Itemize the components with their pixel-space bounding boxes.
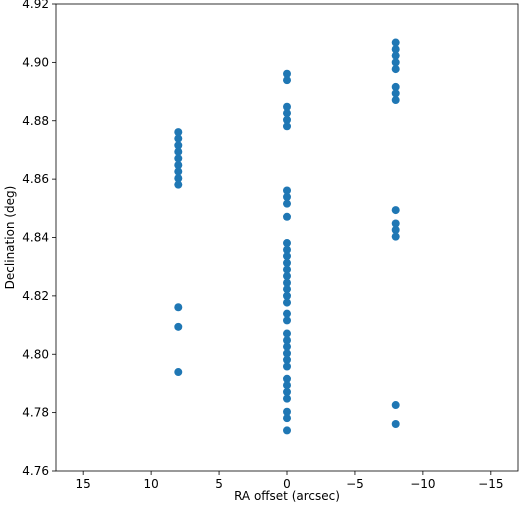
scatter-point — [283, 69, 291, 78]
scatter-point — [174, 134, 183, 143]
y-tick-label: 4.84 — [22, 231, 49, 245]
scatter-point — [283, 374, 291, 383]
scatter-point — [283, 239, 291, 248]
scatter-point — [283, 309, 291, 318]
scatter-point — [391, 232, 400, 241]
scatter-point — [391, 219, 400, 228]
scatter-point — [391, 45, 400, 54]
scatter-point — [283, 115, 291, 124]
scatter-point — [174, 161, 183, 170]
scatter-point — [391, 89, 400, 98]
y-tick-label: 4.80 — [22, 347, 49, 361]
y-axis-label: Declination (deg) — [3, 186, 17, 290]
scatter-point — [391, 206, 400, 215]
scatter-point — [283, 394, 291, 403]
scatter-point — [283, 199, 291, 208]
y-tick-label: 4.86 — [22, 172, 49, 186]
scatter-point — [283, 272, 291, 281]
x-tick-label: −5 — [346, 477, 364, 491]
y-tick-label: 4.92 — [22, 0, 49, 11]
scatter-point — [391, 420, 400, 429]
scatter-point — [283, 245, 291, 254]
y-tick-label: 4.76 — [22, 464, 49, 478]
scatter-point — [174, 322, 183, 331]
scatter-point — [283, 298, 291, 307]
y-axis-ticks: 4.76 4.78 4.80 4.82 4.84 4.86 4.88 4.90 4.92 — [22, 0, 56, 478]
x-tick-label: 0 — [283, 477, 291, 491]
scatter-point — [391, 65, 400, 74]
scatter-point — [283, 212, 291, 221]
x-tick-label: 10 — [143, 477, 158, 491]
scatter-point — [283, 316, 291, 325]
scatter-point — [283, 285, 291, 294]
y-tick-label: 4.82 — [22, 289, 49, 303]
scatter-point — [174, 154, 183, 163]
x-tick-label: 15 — [76, 477, 91, 491]
scatter-point — [283, 336, 291, 345]
scatter-point — [174, 180, 183, 189]
scatter-point — [391, 96, 400, 105]
x-axis-ticks: 15 10 5 0 −5 −10 −15 — [76, 471, 503, 491]
x-tick-label: −15 — [478, 477, 503, 491]
scatter-point — [283, 122, 291, 131]
scatter-point — [174, 141, 183, 150]
scatter-point — [174, 303, 183, 312]
scatter-point — [283, 192, 291, 201]
scatter-point — [174, 147, 183, 156]
scatter-point — [283, 186, 291, 195]
scatter-point — [283, 381, 291, 390]
scatter-point — [391, 225, 400, 234]
x-tick-label: 5 — [215, 477, 223, 491]
scatter-point — [283, 252, 291, 261]
scatter-point — [391, 401, 400, 410]
scatter-point — [283, 278, 291, 287]
scatter-point — [283, 349, 291, 358]
scatter-point — [283, 265, 291, 274]
scatter-point — [391, 38, 400, 47]
scatter-point — [174, 174, 183, 183]
scatter-point — [391, 51, 400, 60]
scatter-point — [283, 387, 291, 396]
y-tick-label: 4.78 — [22, 406, 49, 420]
scatter-point — [283, 426, 291, 435]
data-points — [174, 38, 400, 435]
x-tick-label: −10 — [410, 477, 435, 491]
y-tick-label: 4.90 — [22, 55, 49, 69]
scatter-point — [283, 258, 291, 267]
scatter-point — [283, 355, 291, 364]
scatter-point — [174, 368, 183, 377]
scatter-point — [283, 76, 291, 85]
scatter-point — [283, 414, 291, 423]
scatter-point — [283, 362, 291, 371]
scatter-point — [283, 342, 291, 351]
x-axis-label: RA offset (arcsec) — [234, 489, 340, 503]
scatter-point — [174, 167, 183, 176]
scatter-point — [283, 109, 291, 118]
scatter-point — [283, 102, 291, 111]
scatter-point — [283, 407, 291, 416]
y-tick-label: 4.88 — [22, 114, 49, 128]
scatter-point — [174, 128, 183, 137]
scatter-point — [391, 82, 400, 91]
scatter-point — [391, 58, 400, 67]
scatter-point — [283, 291, 291, 300]
scatter-point — [283, 329, 291, 338]
